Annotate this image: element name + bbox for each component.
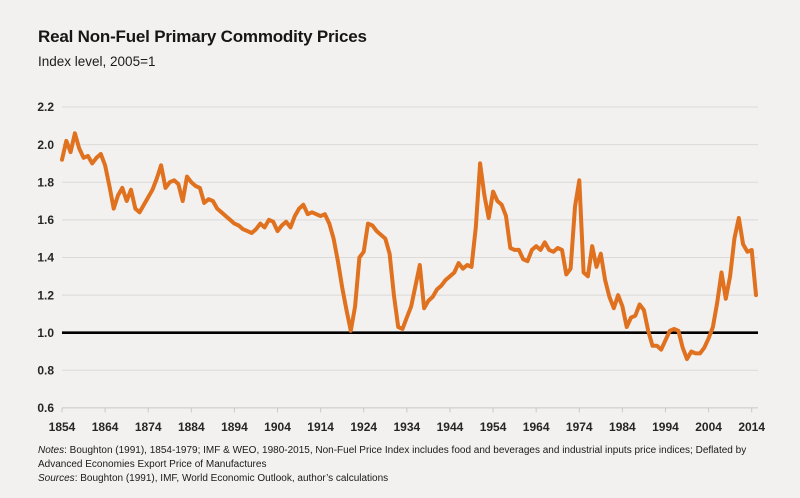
x-tick-label: 1874 [135, 420, 162, 434]
x-tick-label: 1984 [609, 420, 636, 434]
y-tick-label: 1.4 [37, 251, 54, 265]
sources-line: Sources: Boughton (1991), IMF, World Eco… [38, 472, 746, 486]
y-tick-label: 0.6 [37, 401, 54, 415]
gridlines [62, 106, 758, 371]
x-tick-label: 1904 [264, 420, 291, 434]
x-tick-label: 1964 [523, 420, 550, 434]
x-tick-label: 1994 [652, 420, 679, 434]
notes-text: : Boughton (1991), 1854-1979; IMF & WEO,… [64, 445, 747, 456]
notes-label: Notes [38, 445, 65, 456]
x-axis: 1854 1864 1874 1884 1894 1904 1914 1924 1934 1944… [49, 407, 765, 434]
y-tick-label: 1.8 [37, 175, 54, 189]
y-tick-label: 0.8 [37, 363, 54, 377]
notes-line-2: Advanced Economies Export Price of Manuf… [38, 458, 267, 470]
chart-subtitle: Index level, 2005=1 [38, 54, 156, 69]
y-tick-label: 1.0 [37, 326, 54, 340]
x-tick-label: 1854 [49, 420, 76, 434]
x-tick-label: 1934 [393, 420, 420, 434]
sources-label: Sources [38, 472, 75, 484]
sources-text: : Boughton (1991), IMF, World Economic O… [74, 472, 389, 484]
footnotes: Notes: Boughton (1991), 1854-1979; IMF &… [38, 444, 746, 485]
x-tick-label: 1894 [221, 420, 248, 434]
x-tick-label: 1954 [480, 420, 507, 434]
y-tick-label: 2.0 [37, 138, 54, 152]
y-axis-labels: 2.2 2.0 1.8 1.6 1.4 1.2 1.0 0.8 0.6 [37, 100, 54, 415]
chart-title: Real Non-Fuel Primary Commodity Prices [38, 27, 367, 46]
x-tick-label: 1944 [437, 420, 464, 434]
x-tick-label: 1974 [566, 420, 593, 434]
x-tick-label: 1864 [92, 420, 119, 434]
price-line-series [60, 131, 758, 361]
y-tick-label: 1.2 [37, 288, 54, 302]
y-tick-label: 1.6 [37, 213, 54, 227]
x-tick-label: 2004 [695, 420, 722, 434]
x-tick-label: 2014 [738, 420, 765, 434]
x-tick-label: 1914 [307, 420, 334, 434]
notes-line-1: Notes: Boughton (1991), 1854-1979; IMF &… [38, 444, 746, 458]
x-tick-label: 1924 [350, 420, 377, 434]
x-tick-label: 1884 [178, 420, 205, 434]
y-tick-label: 2.2 [37, 100, 54, 114]
